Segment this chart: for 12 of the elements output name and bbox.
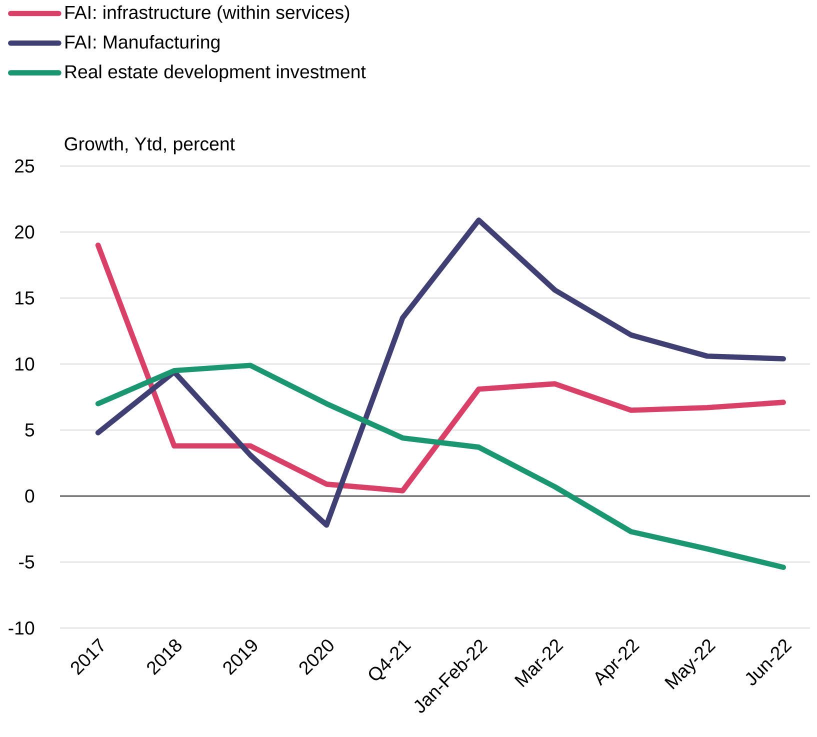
y-tick-label: 15 [16, 292, 34, 305]
legend-label: FAI: infrastructure (within services) [66, 5, 350, 23]
y-tick-label: 0 [25, 489, 34, 503]
y-tick-label: 25 [15, 159, 34, 173]
legend-label: FAI: Manufacturing [66, 34, 220, 52]
y-tick-label: 10 [16, 357, 34, 371]
y-tick-label: -5 [19, 556, 34, 569]
y-axis-title: Growth, Ytd, percent [64, 136, 235, 154]
legend-label: Real estate development investment [66, 64, 366, 82]
y-tick-label: 20 [15, 225, 34, 239]
y-tick-label: -10 [8, 621, 34, 635]
y-tick-label: 5 [25, 424, 34, 437]
